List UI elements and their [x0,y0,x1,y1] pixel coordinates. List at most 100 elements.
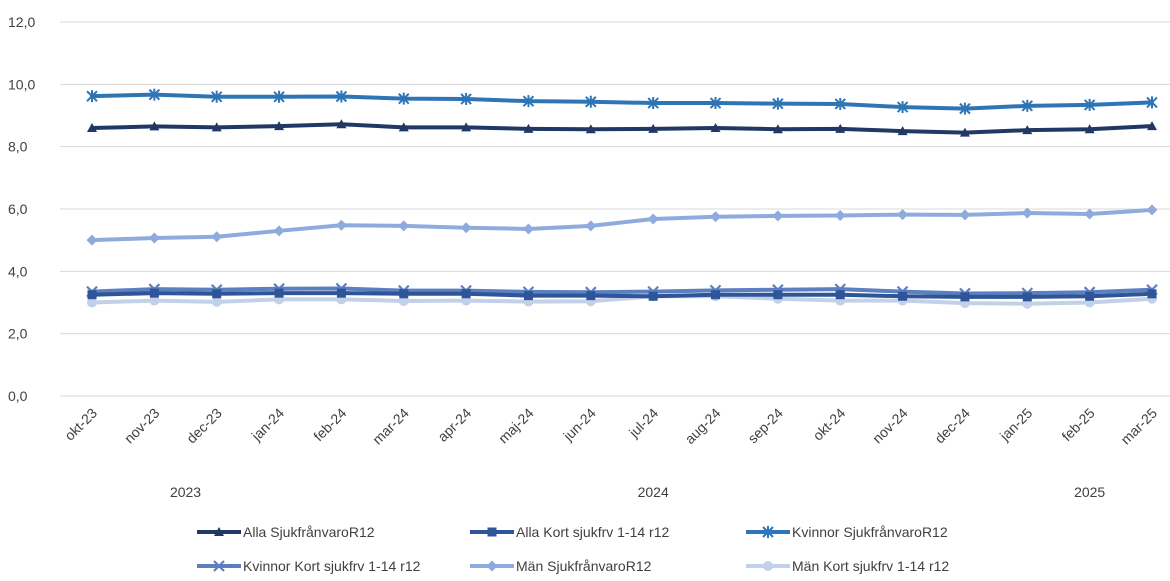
data-point [149,295,160,306]
data-point [149,288,159,298]
data-point [1021,207,1033,219]
series-group [86,204,1158,246]
year-label: 2025 [1074,484,1105,500]
data-point [897,126,908,136]
data-point [86,234,98,246]
data-point [461,289,471,299]
x-tick-label: dec-23 [183,405,225,447]
legend-marker [762,526,774,538]
x-tick-label: aug-24 [682,405,724,447]
y-tick-label: 8,0 [8,139,28,155]
data-point [896,101,909,114]
legend-item: Kvinnor Kort sjukfrv 1-14 r12 [197,558,421,574]
data-point [87,297,97,308]
series-group [86,88,1158,115]
year-label: 2024 [638,484,669,500]
legend-item: Alla SjukfrånvaroR12 [197,524,375,540]
legend-label: Män Kort sjukfrv 1-14 r12 [792,558,949,574]
legend-marker [487,527,497,537]
data-point [647,213,659,225]
data-point [1146,96,1158,109]
x-tick-label: mar-24 [369,405,412,448]
series-group [87,288,1157,302]
data-point [1022,125,1033,135]
x-tick-label: dec-24 [931,405,973,447]
data-point [460,222,472,234]
data-point [212,289,222,299]
legend-marker [486,560,498,572]
data-point [148,88,161,101]
data-point [335,219,347,231]
data-point [1083,98,1096,111]
data-point [959,209,971,221]
data-point [149,121,160,131]
x-tick-label: feb-25 [1058,405,1098,445]
gridlines [60,21,1170,397]
x-tick-label: maj-24 [495,405,537,447]
data-point [586,291,596,301]
data-point [709,97,722,110]
x-tick-label: mar-25 [1117,405,1160,448]
data-point [399,289,409,299]
series-line [90,122,1154,135]
x-tick-label: feb-24 [310,405,350,445]
y-tick-label: 12,0 [8,14,35,30]
data-point [647,97,659,110]
data-point [1147,289,1157,299]
data-point [772,97,784,110]
x-tick-label: sep-24 [744,405,786,447]
x-tick-label: nov-23 [121,405,163,447]
data-point [398,122,409,132]
x-tick-label: jul-24 [625,405,661,441]
data-point [274,121,285,131]
data-point [336,119,347,129]
data-point [335,90,348,103]
y-tick-label: 10,0 [8,76,35,92]
legend-item: Alla Kort sjukfrv 1-14 r12 [470,524,669,540]
data-point [1146,204,1158,216]
y-tick-label: 0,0 [8,388,28,404]
y-axis: 0,0 2,0 4,0 6,0 8,0 10,0 12,0 [8,14,35,404]
data-point [648,123,659,133]
data-point [959,127,970,137]
data-point [710,211,722,223]
data-point [523,123,534,133]
legend-label: Män SjukfrånvaroR12 [516,558,652,574]
year-labels: 2023 2024 2025 [170,484,1105,500]
data-point [710,122,721,132]
data-point [711,290,721,300]
data-point [273,225,285,237]
data-point [773,290,783,300]
y-tick-label: 6,0 [8,201,28,217]
data-point [834,97,846,110]
data-point [398,220,410,232]
data-point [960,292,970,302]
legend-item: Män SjukfrånvaroR12 [470,558,652,574]
legend-marker [213,560,225,572]
x-tick-label: apr-24 [434,405,474,445]
data-point [898,291,908,301]
data-point [522,95,535,108]
data-point [273,90,285,103]
x-tick-label: okt-23 [61,405,100,444]
series-line [90,291,1154,299]
series-line [90,207,1154,243]
legend-label: Alla Kort sjukfrv 1-14 r12 [516,524,669,540]
data-point [398,92,410,105]
x-tick-label: jan-25 [996,405,1036,445]
data-point [523,291,533,301]
data-point [585,95,597,108]
data-point [1022,292,1032,302]
data-point [772,124,783,134]
legend-marker [763,561,773,571]
series-group [87,119,1157,137]
legend-label: Kvinnor Kort sjukfrv 1-14 r12 [243,558,421,574]
data-point [86,90,98,103]
data-point [87,290,97,300]
data-point [461,122,472,132]
data-point [1147,121,1157,131]
data-point [398,295,409,306]
series-line [90,294,1154,306]
